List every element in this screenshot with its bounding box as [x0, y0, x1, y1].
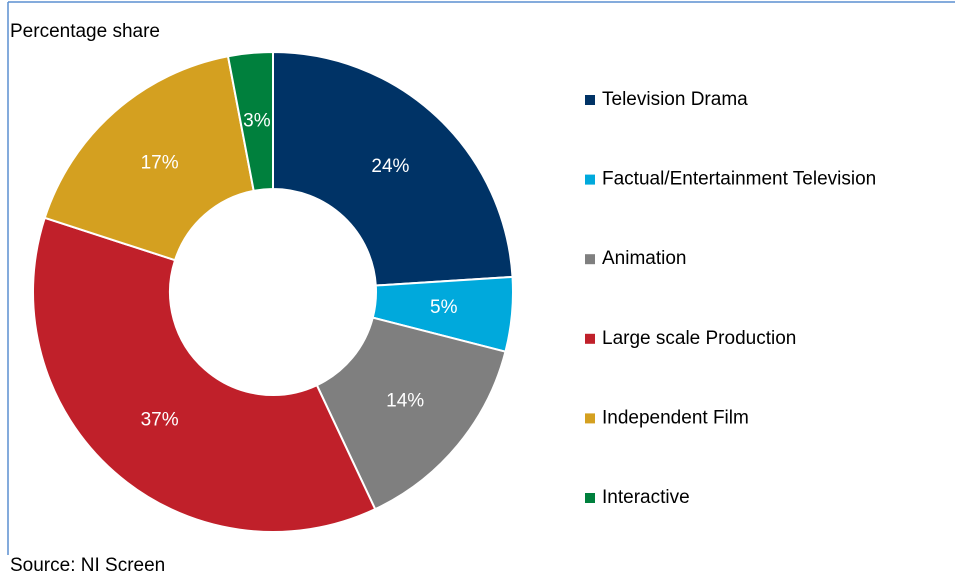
legend-label: Interactive — [602, 487, 690, 508]
legend-label: Large scale Production — [602, 328, 796, 349]
legend-swatch — [585, 333, 595, 344]
legend-label: Animation — [602, 248, 687, 269]
legend-swatch — [585, 413, 595, 424]
data-label: 37% — [141, 410, 179, 431]
legend-label: Television Drama — [602, 89, 748, 110]
data-label: 24% — [371, 156, 409, 177]
legend-label: Factual/Entertainment Television — [602, 169, 876, 190]
donut-slice — [315, 316, 507, 511]
legend-swatch — [585, 95, 595, 105]
data-label: 3% — [243, 110, 271, 131]
source: Source: NI Screen — [10, 555, 165, 576]
legend-swatch — [585, 254, 595, 265]
legend-swatch — [585, 174, 595, 185]
donut-slice — [272, 50, 514, 287]
donut-slice — [226, 50, 274, 192]
legend-swatch — [585, 493, 595, 503]
data-label: 5% — [430, 297, 458, 318]
legend-label: Independent Film — [602, 407, 749, 428]
data-label: 17% — [141, 152, 179, 173]
chart-title: Percentage share — [10, 21, 160, 42]
data-label: 14% — [386, 390, 424, 411]
donut-slice — [43, 55, 255, 262]
donut-slice — [32, 216, 377, 533]
